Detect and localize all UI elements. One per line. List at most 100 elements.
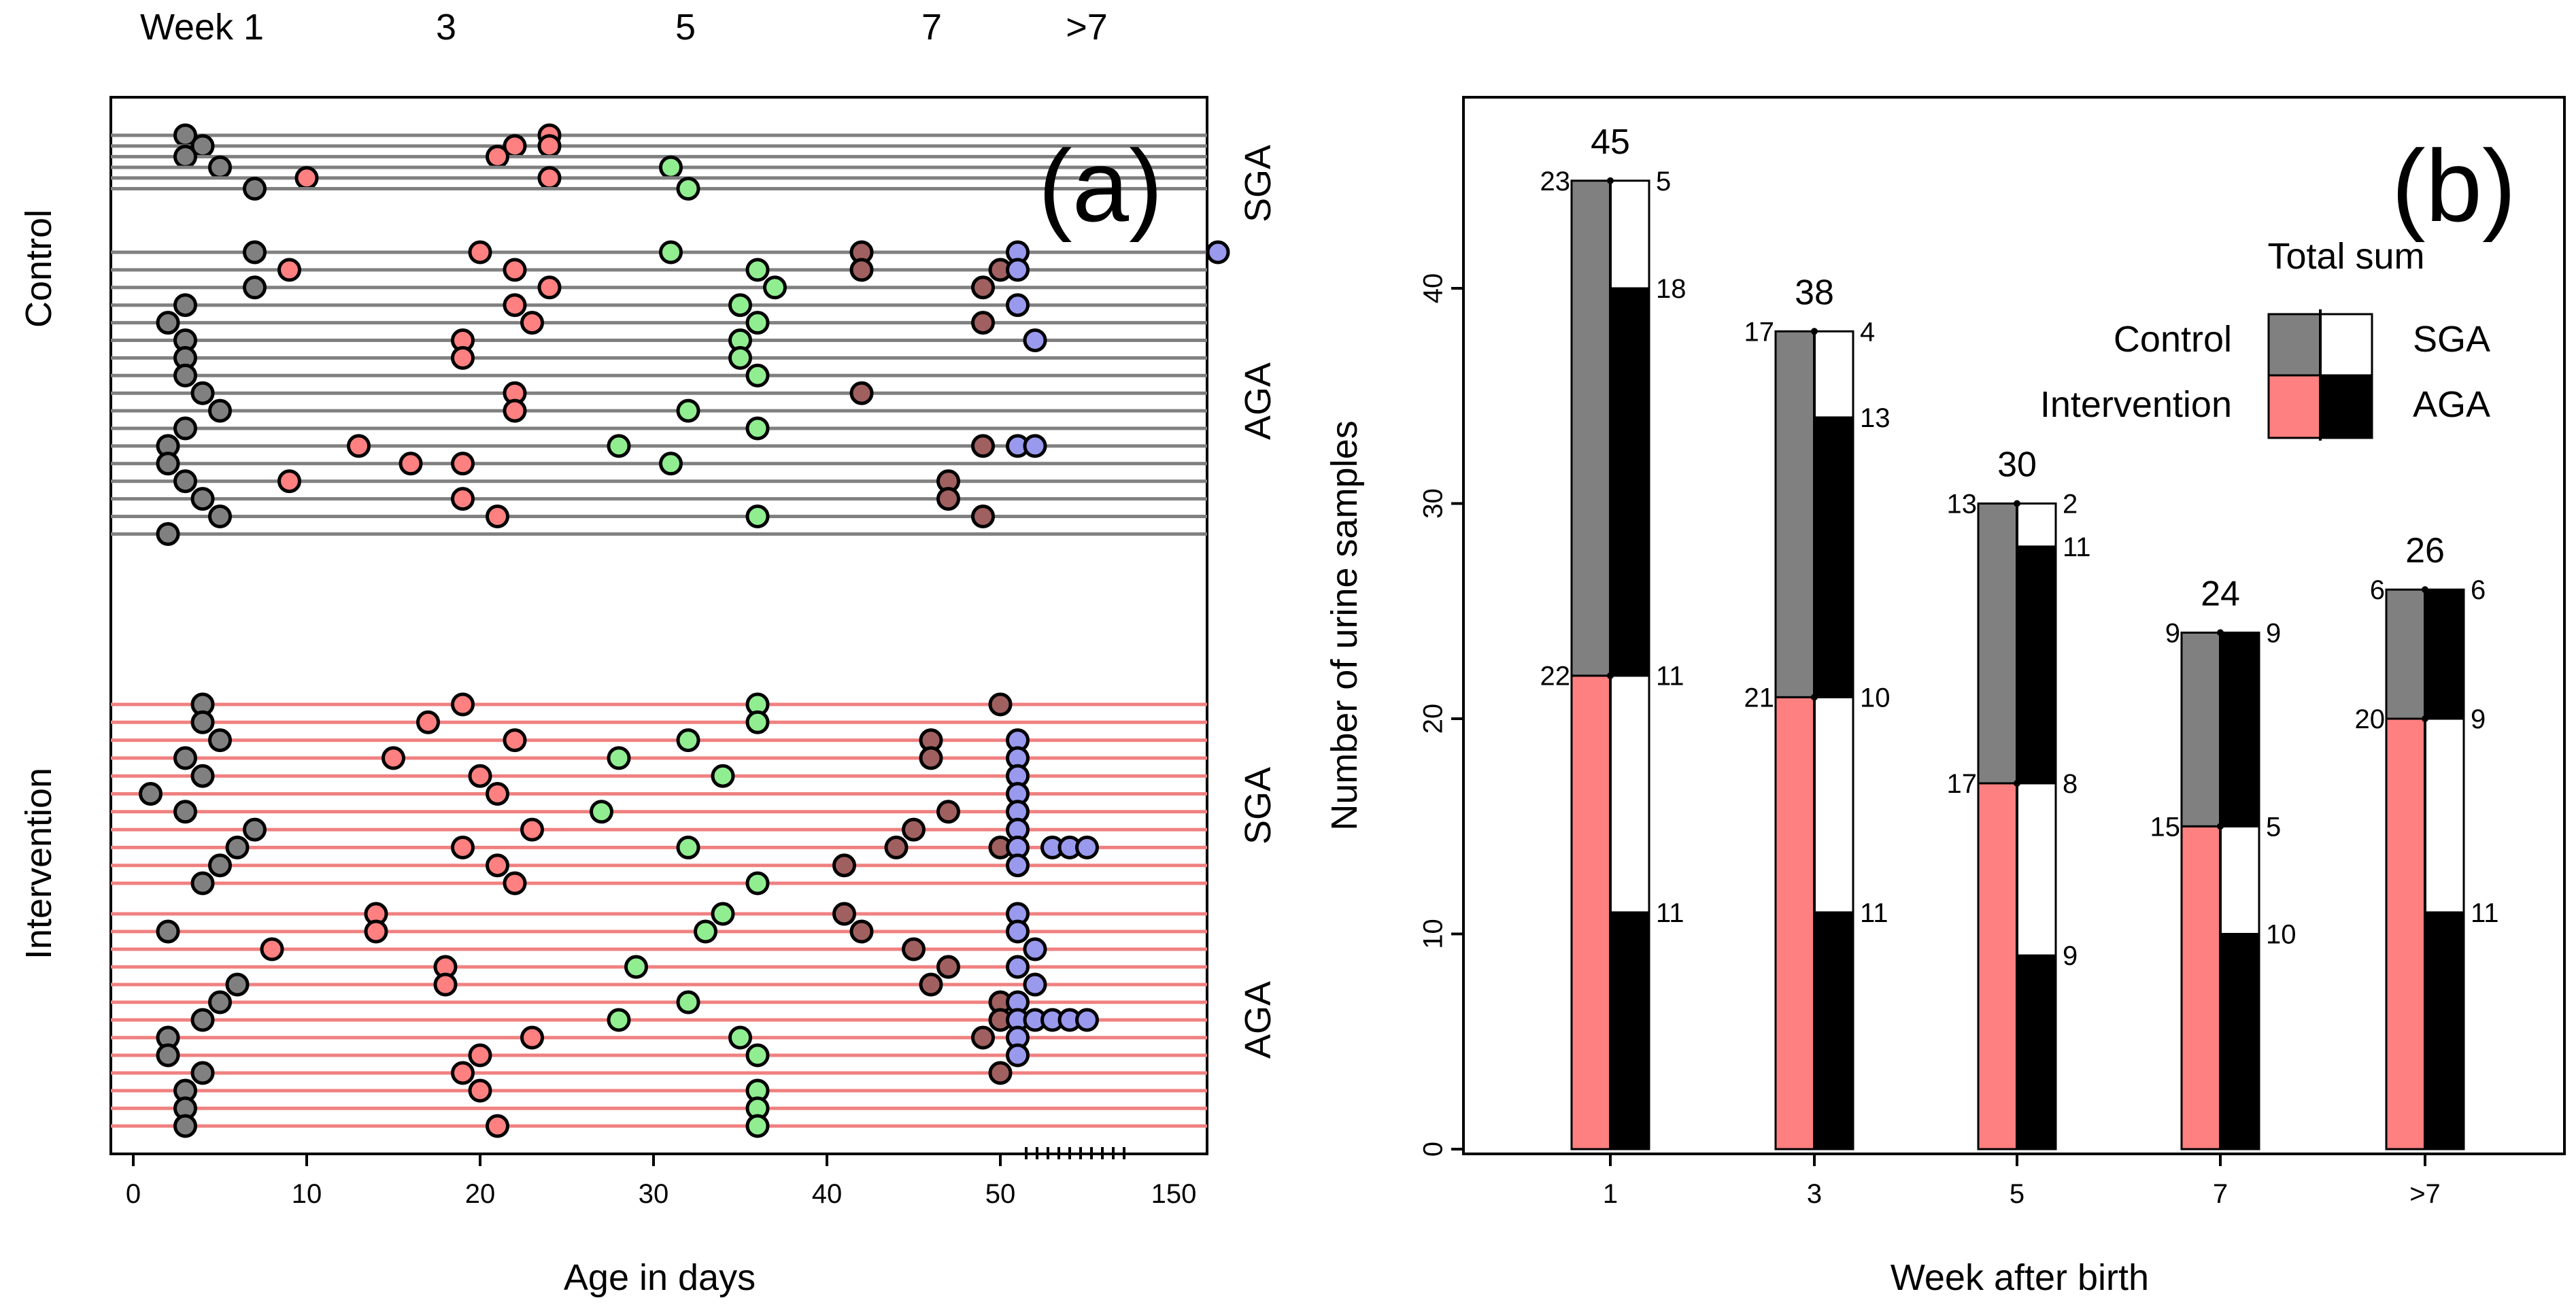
segment-label: 23 bbox=[1540, 167, 1571, 197]
bar-total-label: 24 bbox=[2201, 574, 2240, 613]
data-point bbox=[919, 746, 943, 770]
bar-divider-dot bbox=[2014, 779, 2020, 787]
data-point bbox=[451, 451, 475, 476]
bar-total-label: 45 bbox=[1591, 122, 1630, 162]
data-point bbox=[607, 1008, 631, 1032]
bar-intervention-aga bbox=[1813, 911, 1854, 1150]
x-tick-label: 150 bbox=[1151, 1179, 1197, 1209]
bar-intervention-aga bbox=[1609, 911, 1650, 1150]
bar-divider-dot bbox=[2217, 823, 2224, 830]
data-point bbox=[208, 853, 232, 878]
data-point bbox=[347, 434, 371, 458]
data-point bbox=[745, 871, 770, 896]
data-point bbox=[624, 955, 648, 979]
segment-label: 22 bbox=[1540, 662, 1571, 692]
data-point bbox=[468, 1078, 492, 1103]
data-point bbox=[468, 764, 492, 788]
bar-control-aga bbox=[1813, 416, 1854, 698]
legend-swatch-intervention bbox=[2267, 374, 2322, 439]
data-point bbox=[919, 972, 943, 997]
data-point bbox=[173, 800, 197, 824]
segment-label: 10 bbox=[2266, 920, 2297, 950]
data-point bbox=[486, 782, 509, 806]
data-point bbox=[676, 398, 700, 423]
data-point bbox=[208, 505, 232, 528]
data-point bbox=[382, 746, 405, 770]
data-point bbox=[936, 800, 960, 824]
data-point bbox=[971, 311, 995, 335]
data-point bbox=[399, 451, 423, 476]
segment-label: 20 bbox=[2355, 704, 2386, 734]
data-point bbox=[1006, 955, 1030, 979]
segment-label: 17 bbox=[1744, 317, 1775, 347]
data-point bbox=[884, 835, 909, 859]
y-axis-label: Number of urine samples bbox=[1324, 420, 1365, 830]
data-point bbox=[451, 692, 475, 717]
bar-control-aga bbox=[1609, 287, 1650, 677]
group-label-control: Control bbox=[18, 209, 59, 328]
data-point bbox=[190, 764, 215, 788]
panel-label-a: (a) bbox=[1038, 129, 1163, 243]
data-point bbox=[1006, 258, 1030, 282]
data-point bbox=[659, 155, 683, 180]
data-point bbox=[745, 363, 770, 388]
week-header-label: 5 bbox=[675, 7, 696, 48]
bar-intervention bbox=[2385, 717, 2426, 1150]
bar-intervention bbox=[1570, 675, 1612, 1150]
data-point bbox=[1023, 937, 1047, 961]
bar-total-label: 26 bbox=[2405, 531, 2445, 570]
data-point bbox=[173, 293, 197, 318]
segment-label: 18 bbox=[1656, 274, 1687, 304]
bar-divider-dot bbox=[2217, 629, 2224, 636]
data-point bbox=[225, 972, 250, 997]
data-point bbox=[607, 434, 631, 458]
data-point bbox=[745, 1114, 770, 1138]
bar-divider-dot bbox=[1607, 177, 1614, 184]
legend-swatch-control bbox=[2267, 313, 2322, 377]
data-point bbox=[364, 919, 388, 944]
bar-control-sga bbox=[1813, 330, 1854, 419]
bar-intervention-aga bbox=[2219, 933, 2260, 1150]
data-point bbox=[486, 853, 509, 878]
data-point bbox=[503, 728, 527, 753]
data-point bbox=[590, 800, 613, 824]
data-point bbox=[849, 919, 874, 944]
data-point bbox=[849, 258, 874, 282]
data-point bbox=[1075, 835, 1099, 859]
data-point bbox=[902, 937, 926, 961]
legend-row-control: Control bbox=[2114, 319, 2232, 360]
data-point bbox=[260, 937, 284, 961]
subgroup-label: AGA bbox=[1238, 362, 1278, 440]
data-point bbox=[745, 1043, 770, 1068]
data-point bbox=[190, 1008, 215, 1032]
subgroup-label: SGA bbox=[1238, 767, 1278, 845]
data-point bbox=[243, 177, 267, 201]
data-point bbox=[936, 955, 960, 979]
segment-label: 9 bbox=[2063, 941, 2078, 971]
bar-control-aga bbox=[2219, 631, 2260, 828]
data-point bbox=[659, 451, 683, 476]
x-tick-label: 1 bbox=[1603, 1179, 1618, 1209]
data-point bbox=[537, 275, 562, 300]
segment-label: 9 bbox=[2266, 618, 2281, 648]
subgroup-label: AGA bbox=[1238, 981, 1278, 1059]
week-header-label: Week 1 bbox=[140, 7, 264, 48]
legend-row-intervention: Intervention bbox=[2040, 384, 2232, 425]
data-point bbox=[745, 710, 770, 734]
data-point bbox=[520, 1025, 544, 1050]
x-tick-label: 20 bbox=[465, 1179, 496, 1209]
y-tick-label: 10 bbox=[1419, 919, 1448, 949]
data-point bbox=[1006, 1043, 1030, 1068]
data-point bbox=[451, 487, 475, 511]
data-point bbox=[190, 871, 215, 896]
segment-label: 10 bbox=[1860, 683, 1891, 713]
data-point bbox=[156, 1043, 180, 1068]
bar-control bbox=[1570, 180, 1612, 677]
data-point bbox=[745, 505, 770, 528]
legend-swatch-sga bbox=[2319, 313, 2373, 377]
data-point bbox=[468, 1043, 492, 1068]
plot-frame-b bbox=[1462, 96, 2566, 1155]
data-point bbox=[208, 728, 232, 753]
bar-control bbox=[1977, 502, 2018, 785]
segment-label: 11 bbox=[2063, 532, 2091, 562]
